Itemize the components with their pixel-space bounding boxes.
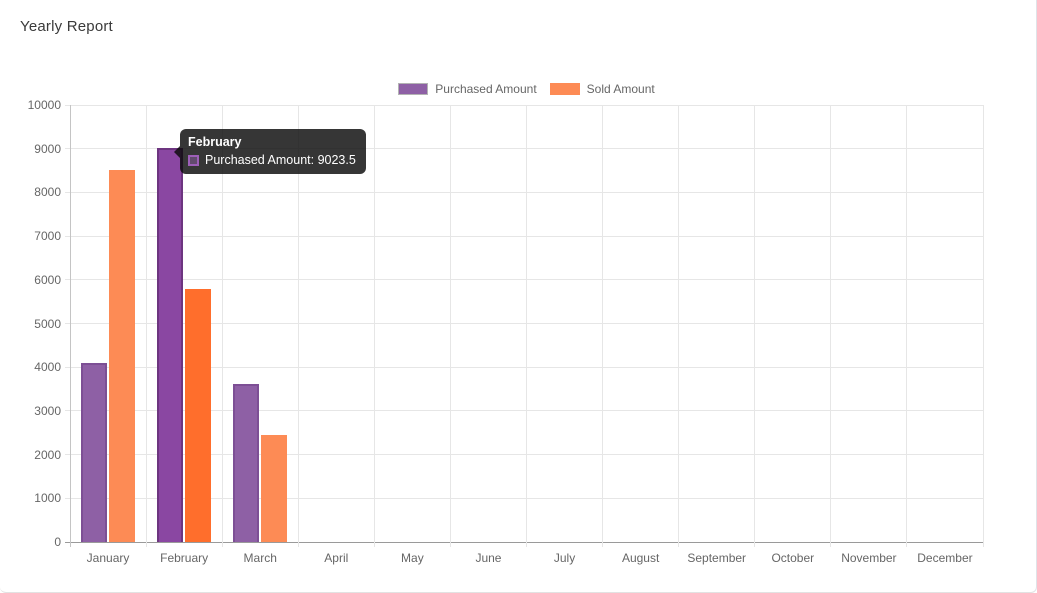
tooltip-title: February bbox=[188, 135, 242, 149]
gridline-vertical bbox=[449, 105, 451, 547]
gridline-horizontal bbox=[65, 148, 983, 150]
x-axis-line bbox=[65, 541, 983, 543]
gridline-vertical bbox=[754, 105, 756, 547]
y-axis-tick-label: 10000 bbox=[27, 98, 61, 112]
gridline-vertical bbox=[678, 105, 680, 547]
x-axis-tick-label-july: July bbox=[553, 551, 576, 565]
y-axis-tick-label: 9000 bbox=[34, 141, 61, 156]
gridline-vertical bbox=[526, 105, 527, 547]
x-axis-tick-label-november: November bbox=[841, 551, 897, 565]
bar-sold-amount-january[interactable] bbox=[109, 170, 136, 542]
bar-sold-amount-february[interactable] bbox=[185, 289, 212, 542]
legend-item-purchased-amount[interactable]: Purchased Amount bbox=[398, 82, 537, 96]
gridline-vertical bbox=[982, 105, 984, 547]
y-axis-tick-label: 3000 bbox=[34, 403, 61, 418]
x-axis-tick-label-april: April bbox=[324, 551, 349, 565]
x-axis-tick-label-september: September bbox=[687, 551, 747, 565]
y-axis-tick-label: 5000 bbox=[34, 316, 61, 331]
gridline-horizontal bbox=[65, 454, 983, 456]
legend-label-purchased: Purchased Amount bbox=[435, 82, 537, 96]
gridline-vertical bbox=[602, 105, 604, 547]
gridline-horizontal bbox=[65, 235, 983, 237]
tooltip-body: Purchased Amount: 9023.5 bbox=[188, 153, 356, 167]
x-axis-tick-label-october: October bbox=[771, 551, 815, 565]
legend-swatch-sold-icon bbox=[549, 83, 580, 95]
bar-purchased-amount-january[interactable] bbox=[81, 363, 108, 542]
y-axis-tick-label: 0 bbox=[54, 535, 61, 549]
chart-legend: Purchased Amount Sold Amount bbox=[70, 82, 983, 96]
x-axis-tick-label-august: August bbox=[621, 551, 660, 565]
x-axis-tick-label-may: May bbox=[401, 551, 424, 565]
x-axis-tick-label-june: June bbox=[475, 551, 502, 565]
gridline-vertical bbox=[145, 105, 147, 547]
gridline-horizontal bbox=[65, 191, 983, 193]
y-axis-tick-label: 8000 bbox=[34, 185, 61, 200]
y-axis-tick-label: 7000 bbox=[34, 229, 61, 244]
bar-purchased-amount-march[interactable] bbox=[233, 384, 260, 542]
x-axis-tick-label-february: February bbox=[160, 551, 209, 565]
gridline-vertical bbox=[297, 105, 299, 547]
legend-label-sold: Sold Amount bbox=[586, 82, 655, 96]
y-axis-tick-label: 1000 bbox=[34, 491, 61, 506]
page-title: Yearly Report bbox=[20, 18, 113, 35]
y-axis-tick-label: 2000 bbox=[34, 447, 61, 462]
gridline-horizontal bbox=[65, 104, 983, 106]
gridline-horizontal bbox=[65, 410, 983, 412]
gridline-horizontal bbox=[65, 366, 983, 368]
gridline-vertical bbox=[906, 105, 908, 547]
tooltip-text: Purchased Amount: 9023.5 bbox=[205, 153, 356, 167]
x-axis-tick-label-january: January bbox=[86, 551, 130, 565]
legend-item-sold-amount[interactable]: Sold Amount bbox=[549, 82, 655, 96]
x-axis-tick-label-december: December bbox=[917, 551, 973, 565]
legend-swatch-purchased-icon bbox=[398, 83, 429, 95]
tooltip-swatch-icon bbox=[188, 154, 199, 166]
y-axis-tick-label: 4000 bbox=[34, 360, 61, 375]
tooltip-caret-icon bbox=[174, 145, 180, 158]
gridline-horizontal bbox=[65, 279, 983, 281]
y-axis-line bbox=[69, 105, 71, 547]
gridline-horizontal bbox=[65, 323, 983, 324]
y-axis-tick-label: 6000 bbox=[34, 272, 61, 287]
bar-sold-amount-march[interactable] bbox=[261, 435, 288, 542]
gridline-horizontal bbox=[65, 497, 983, 499]
tooltip: February Purchased Amount: 9023.5 bbox=[174, 129, 366, 174]
gridline-vertical bbox=[221, 105, 223, 547]
gridline-vertical bbox=[373, 105, 375, 547]
gridline-vertical bbox=[830, 105, 832, 547]
x-axis-tick-label-march: March bbox=[243, 551, 277, 565]
bar-purchased-amount-february[interactable] bbox=[157, 148, 184, 542]
